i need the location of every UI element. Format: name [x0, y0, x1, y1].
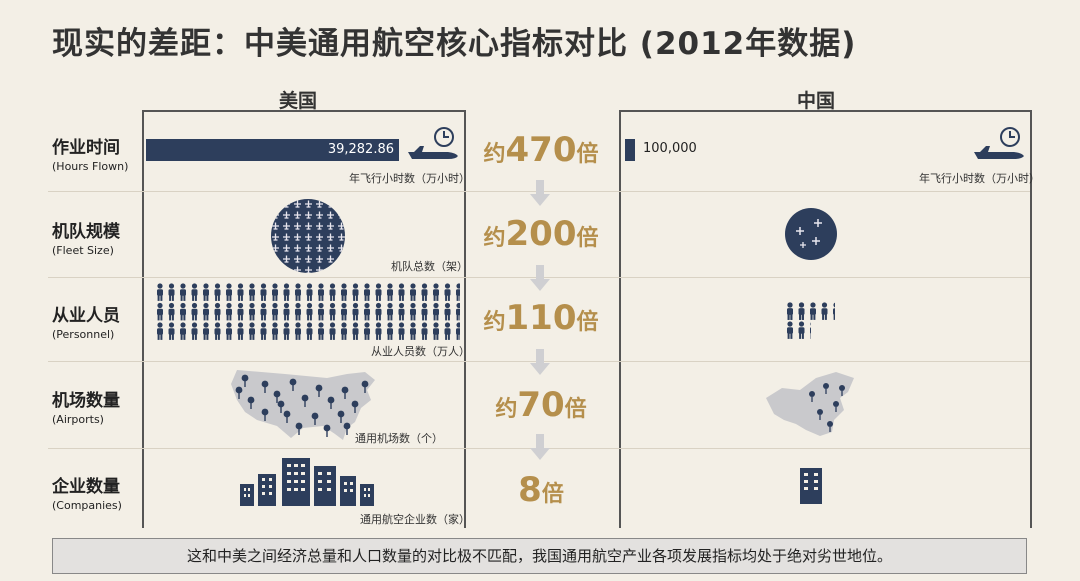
- down-arrow-icon: [530, 434, 550, 460]
- ratio-suffix: 倍: [564, 397, 587, 422]
- cn-companies-building-icon: [800, 468, 822, 504]
- ratio-number: 70: [517, 385, 565, 425]
- cn-hours-caption: 年飞行小时数（万小时）: [919, 172, 1040, 185]
- ratio-number: 8: [518, 470, 542, 510]
- ratio-number: 200: [505, 214, 577, 254]
- row-label-personnel: 从业人员 (Personnel): [52, 301, 120, 341]
- row-label-en: (Hours Flown): [52, 160, 129, 173]
- ratio-suffix: 倍: [541, 482, 564, 507]
- row-label-fleet: 机队规模 (Fleet Size): [52, 217, 120, 257]
- us-hours-bar: [146, 139, 399, 161]
- us-column-frame: [142, 110, 466, 528]
- row-label-en: (Airports): [52, 413, 104, 426]
- down-arrow-icon: [530, 180, 550, 206]
- us-companies-caption: 通用航空企业数（家）: [360, 513, 470, 526]
- ratio-prefix: 约: [483, 226, 506, 251]
- page-title: 现实的差距：中美通用航空核心指标对比 (2012年数据): [52, 26, 857, 62]
- ratio-number: 470: [505, 130, 577, 170]
- ratio-companies: 8倍: [466, 470, 616, 510]
- ratio-number: 110: [505, 298, 577, 338]
- row-label-zh: 企业数量: [52, 477, 120, 497]
- cn-map-icon: [766, 372, 854, 436]
- row-label-en: (Fleet Size): [52, 244, 114, 257]
- cn-column-frame: [619, 110, 1032, 528]
- ratio-personnel: 约110倍: [466, 298, 616, 338]
- clock-airplane-icon: [974, 127, 1024, 159]
- clock-airplane-icon: [408, 127, 458, 159]
- us-personnel-person-icons: [155, 283, 460, 341]
- row-label-zh: 从业人员: [52, 306, 120, 326]
- row-label-en: (Companies): [52, 499, 122, 512]
- row-label-companies: 企业数量 (Companies): [52, 472, 122, 512]
- row-label-zh: 机队规模: [52, 222, 120, 242]
- us-fleet-caption: 机队总数（架）: [391, 260, 468, 273]
- down-arrow-icon: [530, 349, 550, 375]
- cn-fleet-plane-group-icon: [785, 208, 837, 260]
- us-personnel-caption: 从业人员数（万人）: [371, 345, 470, 358]
- row-label-hours: 作业时间 (Hours Flown): [52, 133, 128, 173]
- ratio-fleet: 约200倍: [466, 214, 616, 254]
- us-hours-value: 39,282.86: [327, 142, 394, 157]
- us-hours-caption: 年飞行小时数（万小时）: [349, 172, 470, 185]
- row-label-airports: 机场数量 (Airports): [52, 386, 120, 426]
- footer-note: 这和中美之间经济总量和人口数量的对比极不匹配，我国通用航空产业各项发展指标均处于…: [52, 538, 1027, 574]
- ratio-suffix: 倍: [576, 310, 599, 335]
- us-airports-caption: 通用机场数（个）: [355, 432, 443, 445]
- cn-hours-value: 100,000: [643, 141, 697, 156]
- ratio-prefix: 约: [495, 397, 518, 422]
- row-label-zh: 作业时间: [52, 138, 120, 158]
- row-label-zh: 机场数量: [52, 391, 120, 411]
- us-companies-building-icons: [240, 458, 374, 506]
- down-arrow-icon: [530, 265, 550, 291]
- us-map-icon: [231, 370, 375, 440]
- column-head-us: 美国: [279, 90, 318, 112]
- ratio-airports: 约70倍: [466, 385, 616, 425]
- ratio-suffix: 倍: [576, 226, 599, 251]
- ratio-prefix: 约: [483, 142, 506, 167]
- us-fleet-plane-group-icon: [271, 199, 345, 273]
- row-label-en: (Personnel): [52, 328, 115, 341]
- ratio-hours: 约470倍: [466, 130, 616, 170]
- ratio-suffix: 倍: [576, 142, 599, 167]
- cn-hours-bar: [625, 139, 635, 161]
- ratio-prefix: 约: [483, 310, 506, 335]
- column-head-cn: 中国: [797, 90, 836, 112]
- cn-personnel-person-icons: [785, 302, 835, 340]
